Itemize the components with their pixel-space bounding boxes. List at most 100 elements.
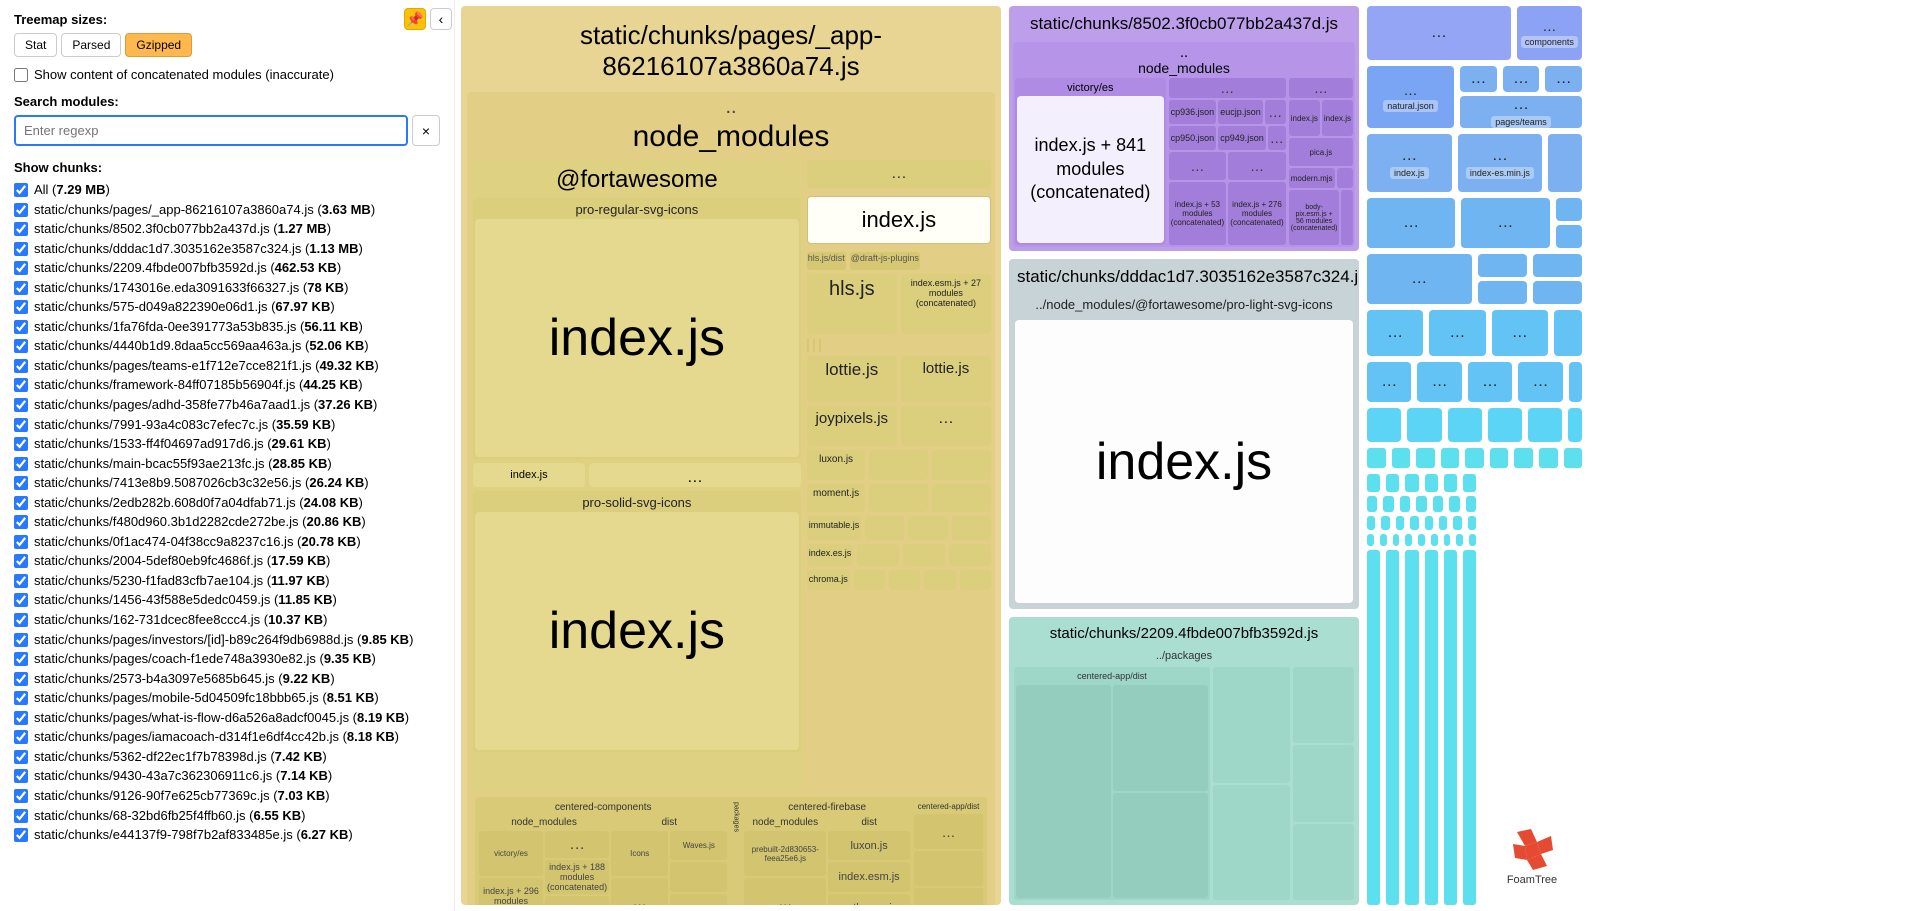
chunk-checkbox[interactable] [14,730,28,744]
mosaic-tiny[interactable] [1463,550,1476,905]
mosaic-tiny[interactable] [1444,534,1451,546]
mosaic-tiny[interactable] [1405,534,1412,546]
mosaic-tiny[interactable] [1367,550,1380,905]
chunk-checkbox[interactable] [14,633,28,647]
show-concat-row[interactable]: Show content of concatenated modules (in… [14,67,440,82]
mosaic-tiny[interactable] [1410,516,1418,530]
mosaic-tiny[interactable] [1367,534,1374,546]
chunk-checkbox[interactable] [14,769,28,783]
chunk-row[interactable]: static/chunks/pages/iamacoach-d314f1e6df… [14,728,440,746]
mosaic-tiny[interactable] [1431,534,1438,546]
mosaic-tiny[interactable] [1466,496,1476,512]
index-esm-concat[interactable]: index.esm.js + 27 modules (concatenated) [901,274,991,334]
mosaic-tiny[interactable] [1539,448,1558,468]
chunk-checkbox[interactable] [14,300,28,314]
mosaic-tiny[interactable] [1392,448,1411,468]
stat-button[interactable]: Stat [14,33,57,57]
chroma[interactable]: chroma.js [807,570,850,590]
pro-regular-index[interactable]: index.js [475,219,799,457]
mosaic-tiny[interactable] [1468,516,1476,530]
auth-esm[interactable]: auth.esm.js [828,894,910,905]
mosaic-tiny[interactable] [1367,496,1377,512]
search-input[interactable] [14,115,408,146]
gzipped-button[interactable]: Gzipped [125,33,192,57]
chunk-checkbox[interactable] [14,672,28,686]
chunk-checkbox[interactable] [14,242,28,256]
chunk-checkbox[interactable] [14,789,28,803]
chunk-row[interactable]: static/chunks/pages/what-is-flow-d6a526a… [14,709,440,727]
chunk-row[interactable]: static/chunks/1fa76fda-0ee391773a53b835.… [14,318,440,336]
chunk-row[interactable]: static/chunks/2004-5def80eb9fc4686f.js (… [14,552,440,570]
chunk-app[interactable]: static/chunks/pages/_app-86216107a3860a7… [461,6,1001,905]
chunk-row[interactable]: static/chunks/dddac1d7.3035162e3587c324.… [14,240,440,258]
mosaic-tiny[interactable] [1441,448,1460,468]
show-concat-checkbox[interactable] [14,68,28,82]
mosaic-tiny[interactable] [1386,474,1399,492]
mosaic-tiny[interactable] [1433,496,1443,512]
chunk-checkbox[interactable] [14,457,28,471]
chunk-checkbox[interactable] [14,203,28,217]
chunk-checkbox[interactable] [14,496,28,510]
chunk-row[interactable]: static/chunks/e44137f9-798f7b2af833485e.… [14,826,440,844]
mosaic-tiny[interactable] [1380,534,1387,546]
chunk-checkbox[interactable] [14,339,28,353]
mosaic-tiny[interactable] [1425,474,1438,492]
mosaic-tiny[interactable] [1469,534,1476,546]
pro-solid-index[interactable]: index.js [475,512,799,750]
chunk-row[interactable]: static/chunks/8502.3f0cb077bb2a437d.js (… [14,220,440,238]
lottie-2[interactable]: lottie.js [901,356,991,402]
collapse-button[interactable]: ‹ [430,8,452,30]
icons[interactable]: Icons [611,831,668,876]
victory-sm[interactable]: victory/es [479,831,543,876]
mosaic-tiny[interactable] [1418,534,1425,546]
mosaic-tiny[interactable] [1416,496,1426,512]
index276[interactable]: index.js + 276 modules (concatenated) [1228,182,1286,245]
cp950[interactable]: cp950.json [1169,126,1217,150]
chunk-row[interactable]: All (7.29 MB) [14,181,440,199]
pin-button[interactable]: 📌 [404,8,426,30]
chunk-row[interactable]: static/chunks/f480d960.3b1d2282cde272be.… [14,513,440,531]
pro-regular-block[interactable]: pro-regular-svg-icons index.js [473,198,801,459]
fortawesome-block[interactable]: @fortawesome pro-regular-svg-icons index… [471,160,803,793]
chunk-row[interactable]: static/chunks/68-32bd6fb25f4ffb60.js (6.… [14,807,440,825]
chunk-row[interactable]: static/chunks/pages/adhd-358fe77b46a7aad… [14,396,440,414]
side-dots-2[interactable]: … [901,406,991,446]
chunk-row[interactable]: static/chunks/2edb282b.608d0f7a04dfab71.… [14,494,440,512]
chunk-row[interactable]: static/chunks/0f1ac474-04f38cc9a8237c16.… [14,533,440,551]
chunk-row[interactable]: static/chunks/2209.4fbde007bfb3592d.js (… [14,259,440,277]
mosaic-tiny[interactable] [1381,516,1389,530]
chunk-checkbox[interactable] [14,750,28,764]
victory-index[interactable]: index.js + 841 modules (concatenated) [1017,96,1164,243]
modern[interactable]: modern.mjs [1289,168,1335,188]
mosaic-tiny[interactable] [1400,496,1410,512]
chunk-row[interactable]: static/chunks/9126-90f7e625cb77369c.js (… [14,787,440,805]
chunk-checkbox[interactable] [14,593,28,607]
chunk-row[interactable]: static/chunks/1456-43f588e5dedc0459.js (… [14,591,440,609]
chunk-row[interactable]: static/chunks/pages/investors/[id]-b89c2… [14,631,440,649]
mosaic-tiny[interactable] [1425,516,1433,530]
cp936[interactable]: cp936.json [1169,100,1217,124]
pro-solid-block[interactable]: pro-solid-svg-icons index.js [473,491,801,752]
chunk-checkbox[interactable] [14,476,28,490]
chunk-checkbox[interactable] [14,183,28,197]
chunk-dddac[interactable]: static/chunks/dddac1d7.3035162e3587c324.… [1009,259,1359,609]
joypixels[interactable]: joypixels.js [807,406,897,446]
chunk-2209[interactable]: static/chunks/2209.4fbde007bfb3592d.js .… [1009,617,1359,905]
mosaic-tiny[interactable] [1449,496,1459,512]
index-esm-sm[interactable]: index.esm.js [828,862,910,891]
dots-small[interactable]: … [589,463,801,487]
index188[interactable]: index.js + 188 modules (concatenated) [545,860,609,894]
mos-top-1[interactable]: … [1367,6,1511,60]
chunk-checkbox[interactable] [14,281,28,295]
chunk-8502[interactable]: static/chunks/8502.3f0cb077bb2a437d.js .… [1009,6,1359,251]
chunk-checkbox[interactable] [14,613,28,627]
mos-top-2[interactable]: … components [1517,6,1582,60]
mosaic-tiny[interactable] [1463,474,1476,492]
prebuilt[interactable]: prebuilt-2d830653-feea25e6.js [744,831,826,876]
mosaic-tiny[interactable] [1456,534,1463,546]
chunk-row[interactable]: static/chunks/575-d049a822390e06d1.js (6… [14,298,440,316]
index-sm[interactable]: index.js [1289,100,1320,136]
chunk-checkbox[interactable] [14,809,28,823]
side-dots[interactable]: … [807,160,991,188]
chunk-row[interactable]: static/chunks/1743016e.eda3091633f66327.… [14,279,440,297]
